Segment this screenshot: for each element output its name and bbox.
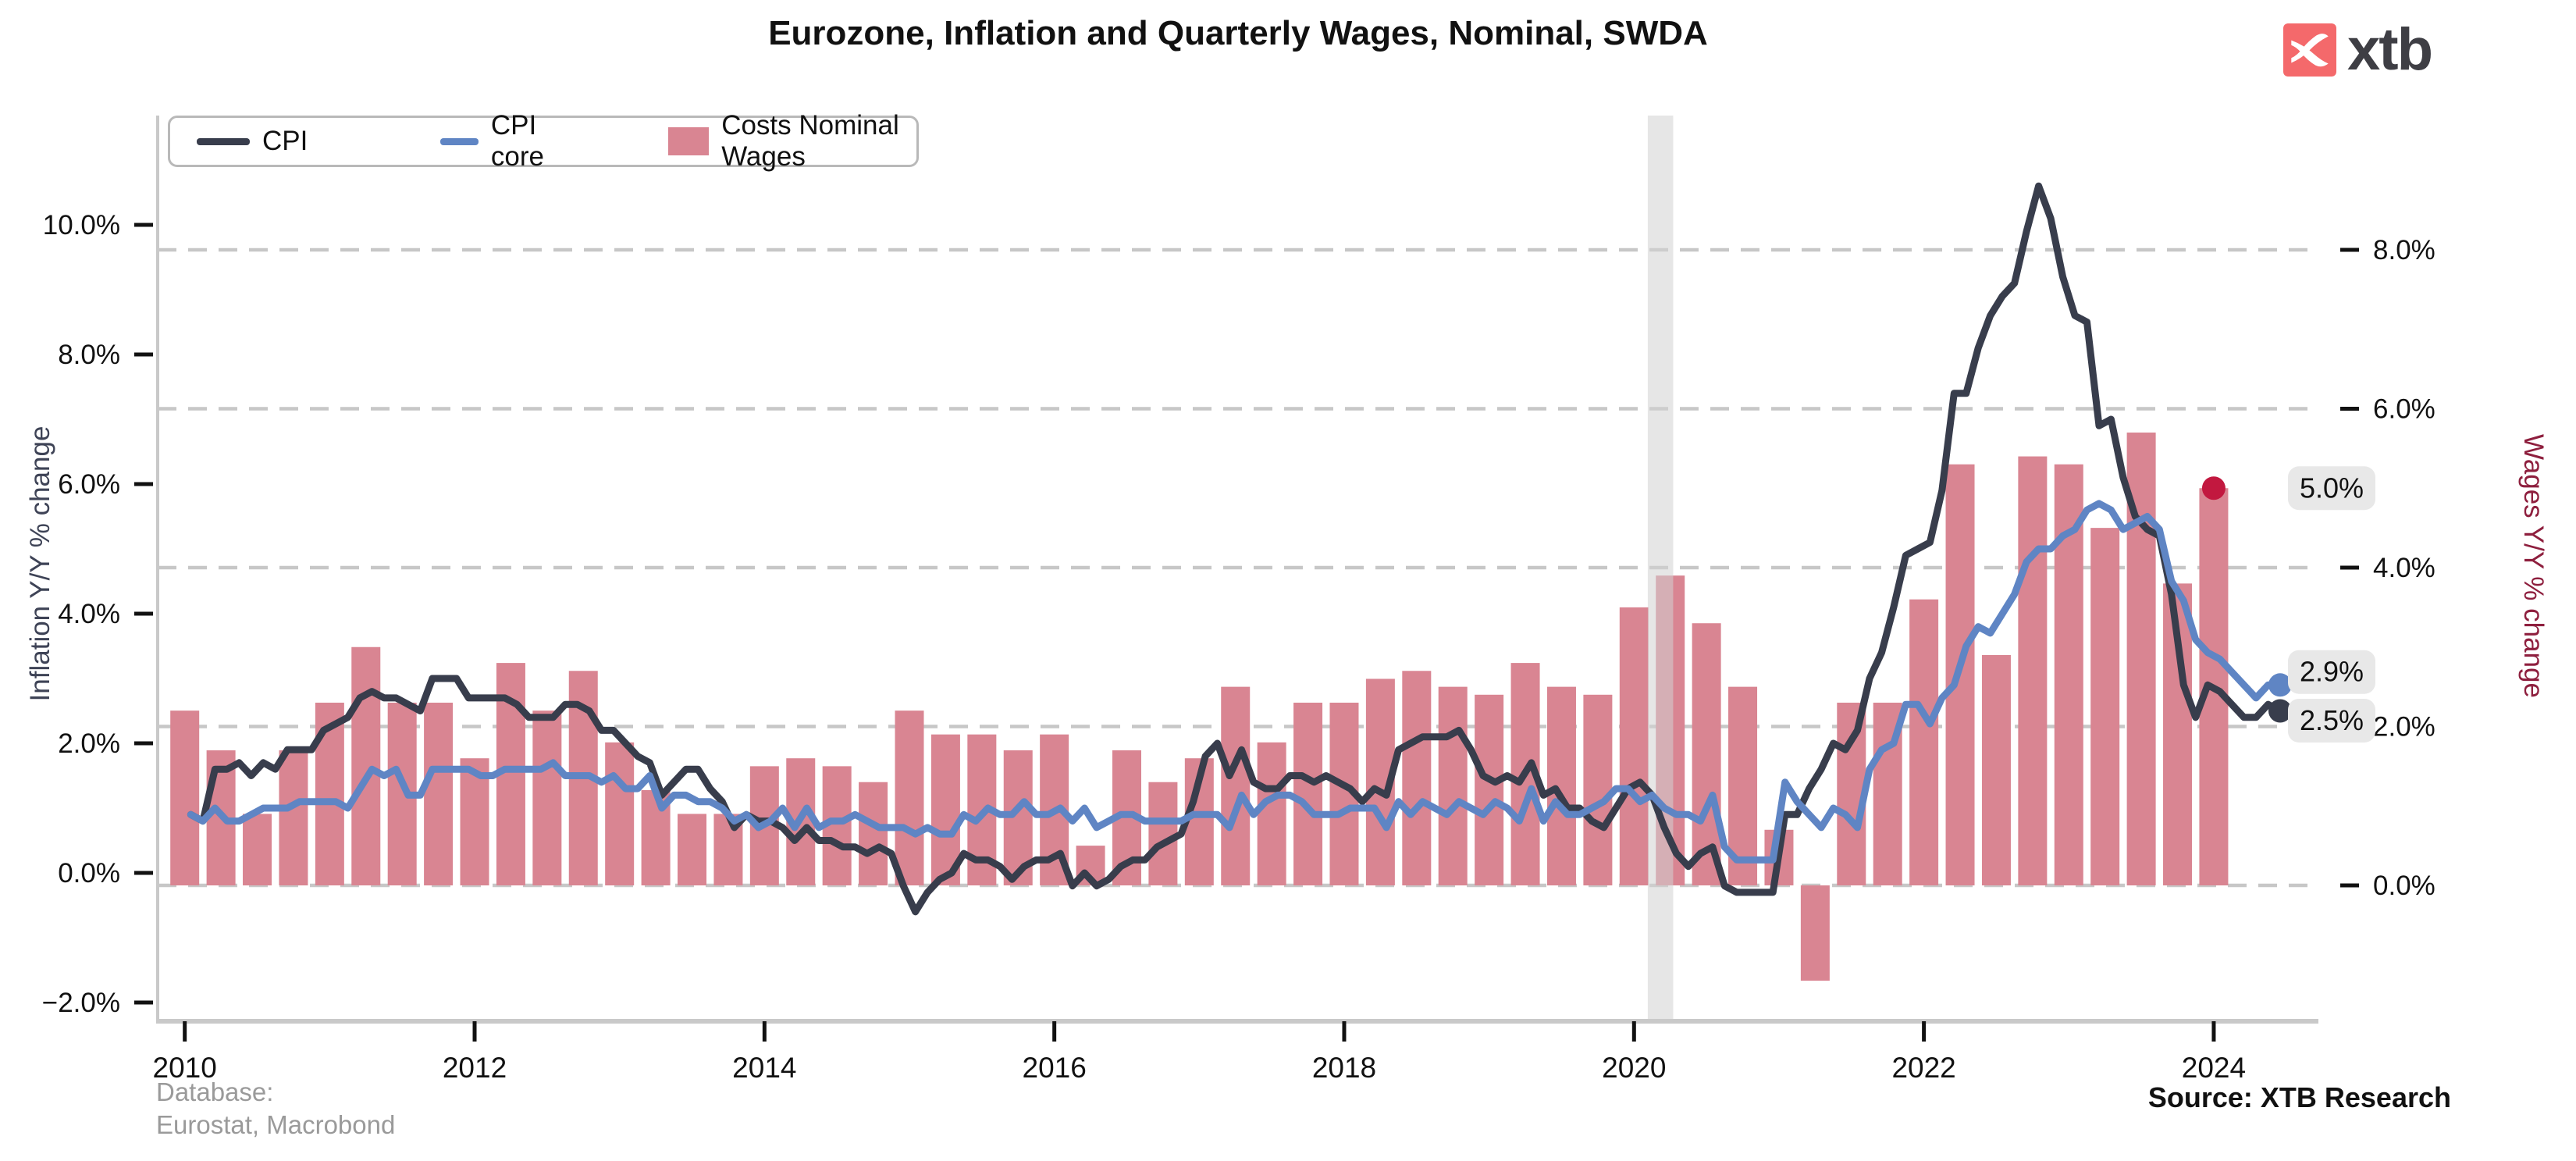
wage-bar-2012Q1 bbox=[460, 758, 489, 885]
wage-bar-2019Q3 bbox=[1546, 686, 1576, 885]
wage-bar-2011Q4 bbox=[424, 702, 454, 885]
legend-label-wages: Costs Nominal Wages bbox=[721, 110, 899, 172]
wage-bar-2011Q2 bbox=[351, 646, 381, 885]
x-tick-label-2022: 2022 bbox=[1891, 1052, 1955, 1084]
wage-bar-2017Q4 bbox=[1293, 702, 1323, 885]
database-note-line1: Database: bbox=[156, 1077, 274, 1106]
wage-bar-2017Q3 bbox=[1257, 742, 1286, 885]
left-tick-label-2: 2.0% bbox=[58, 728, 120, 759]
wage-bar-2015Q2 bbox=[930, 734, 960, 885]
left-tick-label-10: 10.0% bbox=[43, 210, 120, 240]
legend: CPI CPI core Costs Nominal Wages bbox=[168, 110, 919, 172]
wage-bar-2019Q1 bbox=[1475, 694, 1504, 885]
annotation-box-cpi bbox=[2288, 698, 2375, 743]
right-tick-label-6: 6.0% bbox=[2373, 394, 2435, 425]
wage-bar-2020Q3 bbox=[1692, 623, 1721, 885]
end-dot-cpi bbox=[2268, 699, 2292, 723]
annotation-label-cpi: 2.5% bbox=[2300, 704, 2364, 736]
wage-bar-2013Q3 bbox=[678, 814, 707, 885]
cpi-core-line-swatch-icon bbox=[440, 137, 479, 145]
wage-bar-2017Q2 bbox=[1221, 686, 1251, 885]
x-tick-label-2012: 2012 bbox=[443, 1052, 507, 1084]
left-tick-label--2: −2.0% bbox=[42, 988, 120, 1018]
wage-bar-2014Q4 bbox=[859, 782, 888, 885]
wage-bar-2010Q3 bbox=[243, 814, 272, 885]
end-dot-cpi_core bbox=[2268, 673, 2292, 697]
line-cpi bbox=[187, 182, 2284, 916]
x-tick-label-2014: 2014 bbox=[732, 1052, 796, 1084]
wage-bar-2013Q1 bbox=[605, 742, 635, 885]
wage-bar-2022Q1 bbox=[1909, 599, 1939, 885]
cpi-line-swatch-icon bbox=[197, 137, 250, 145]
left-axis-title: Inflation Y/Y % change bbox=[25, 426, 55, 702]
wage-bar-2022Q3 bbox=[1981, 654, 2011, 885]
wage-bar-2022Q4 bbox=[2018, 456, 2048, 885]
annotation-box-cpi_core bbox=[2288, 650, 2375, 694]
database-note: Database: Eurostat, Macrobond bbox=[156, 1076, 395, 1141]
legend-label-cpi-core: CPI core bbox=[490, 110, 544, 172]
legend-item-cpi-core: CPI core bbox=[440, 110, 567, 173]
x-tick-label-2018: 2018 bbox=[1312, 1052, 1376, 1084]
wage-bar-2019Q4 bbox=[1583, 694, 1613, 885]
legend-label-cpi: CPI bbox=[262, 126, 308, 156]
left-tick-label-8: 8.0% bbox=[58, 340, 120, 370]
wage-bar-2023Q2 bbox=[2090, 528, 2120, 885]
xtb-logo-icon bbox=[2283, 23, 2336, 77]
wage-bar-2021Q2 bbox=[1800, 885, 1830, 981]
annotation-label-wages: 5.0% bbox=[2300, 472, 2364, 504]
wage-bar-2016Q4 bbox=[1148, 782, 1178, 885]
x-tick-label-2020: 2020 bbox=[1602, 1052, 1666, 1084]
right-tick-label-2: 2.0% bbox=[2373, 712, 2435, 743]
right-tick-label-8: 8.0% bbox=[2373, 235, 2435, 265]
right-axis-title: Wages Y/Y % change bbox=[2518, 434, 2549, 698]
page-title: Eurozone, Inflation and Quarterly Wages,… bbox=[768, 14, 1708, 52]
recession-band bbox=[1647, 116, 1674, 1021]
wage-bar-2012Q3 bbox=[532, 710, 562, 885]
legend-item-cpi: CPI bbox=[197, 126, 308, 157]
wage-bar-2015Q1 bbox=[895, 710, 924, 885]
left-tick-label-4: 4.0% bbox=[58, 599, 120, 629]
wages-bar-swatch-icon bbox=[668, 127, 710, 155]
database-note-line2: Eurostat, Macrobond bbox=[156, 1110, 396, 1140]
right-tick-label-4: 4.0% bbox=[2373, 553, 2435, 583]
x-tick-label-2010: 2010 bbox=[153, 1052, 217, 1084]
end-dot-wages bbox=[2201, 476, 2226, 500]
annotation-label-cpi_core: 2.9% bbox=[2300, 656, 2364, 688]
annotation-box-wages bbox=[2288, 466, 2375, 511]
wage-bar-2010Q4 bbox=[279, 750, 308, 885]
left-tick-label-0: 0.0% bbox=[58, 858, 120, 889]
xtb-logo: xtb bbox=[2283, 16, 2433, 83]
wage-bar-2018Q4 bbox=[1438, 686, 1468, 885]
x-tick-label-2016: 2016 bbox=[1023, 1052, 1087, 1084]
x-tick-label-2024: 2024 bbox=[2182, 1052, 2246, 1084]
line-cpi-core bbox=[187, 500, 2284, 864]
xtb-logo-text: xtb bbox=[2347, 16, 2433, 83]
source-note: Source: XTB Research bbox=[2147, 1081, 2451, 1113]
wage-bar-2010Q1 bbox=[170, 710, 200, 885]
left-tick-label-6: 6.0% bbox=[58, 469, 120, 500]
wage-bar-2018Q3 bbox=[1402, 671, 1432, 885]
wage-bar-2020Q1 bbox=[1619, 607, 1649, 885]
right-tick-label-0: 0.0% bbox=[2373, 871, 2435, 901]
legend-item-wages: Costs Nominal Wages bbox=[668, 110, 916, 173]
